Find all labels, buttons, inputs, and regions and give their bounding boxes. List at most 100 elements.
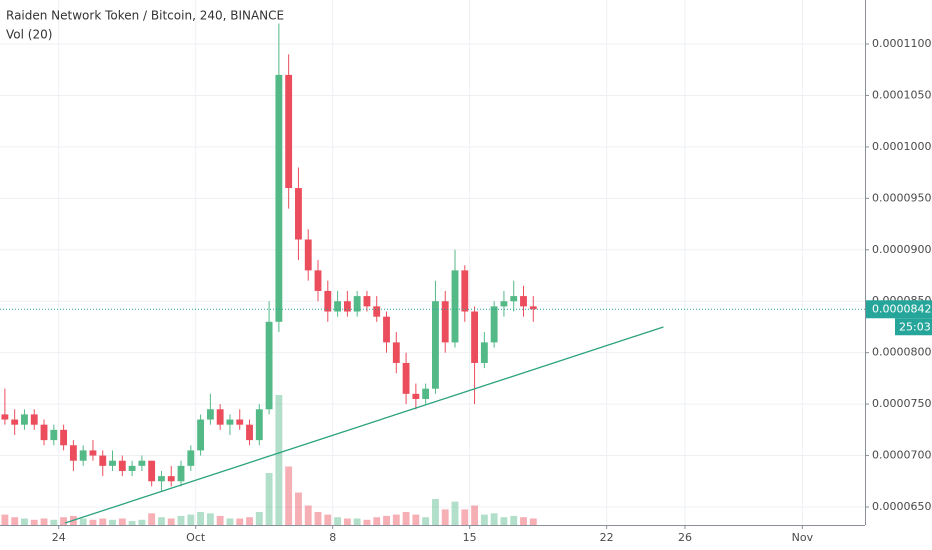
trendline <box>64 326 664 524</box>
candle-body <box>40 424 48 441</box>
last-price-box <box>866 300 932 319</box>
volume-bar <box>216 515 224 525</box>
candle-body <box>187 450 195 466</box>
volume-bar <box>363 519 371 525</box>
candle-body <box>118 460 126 471</box>
y-tick-label: 0.00007500 <box>872 397 932 410</box>
x-tick-label: 22 <box>600 531 614 544</box>
volume-bar <box>206 513 214 525</box>
volume-bar <box>500 517 508 525</box>
candle-body <box>197 419 205 451</box>
volume-bar <box>99 518 107 525</box>
volume-bar <box>471 505 479 525</box>
volume-bar <box>461 509 469 525</box>
volume-bar <box>324 514 332 525</box>
volume-bar <box>21 518 28 525</box>
volume-bar <box>187 514 195 525</box>
volume-bar <box>441 509 449 525</box>
candle-body <box>343 301 351 312</box>
candle-body <box>216 409 224 425</box>
candle-body <box>11 419 19 425</box>
volume-bar <box>148 513 156 525</box>
candle-body <box>21 414 28 425</box>
x-tick-label: 15 <box>463 531 477 544</box>
candle-body <box>285 74 293 189</box>
candle-body <box>89 450 97 456</box>
candle-body <box>167 476 175 482</box>
candle-body <box>383 316 390 343</box>
candle-body <box>275 74 283 322</box>
volume-bar <box>128 521 136 525</box>
candle-body <box>50 429 58 441</box>
y-tick-label: 0.00011000 <box>872 37 932 50</box>
volume-bar <box>373 517 381 525</box>
volume-bar <box>226 518 234 525</box>
candle-body <box>99 455 107 466</box>
volume-bar <box>118 518 126 525</box>
candle-body <box>363 296 371 307</box>
volume-bar <box>158 517 165 525</box>
volume-bar <box>412 514 420 525</box>
volume-bar <box>402 512 410 525</box>
volume-bar <box>304 505 312 525</box>
candle-body <box>158 476 165 482</box>
candle-body <box>226 419 234 425</box>
volume-bar <box>40 518 48 525</box>
candle-body <box>236 419 244 425</box>
y-tick-label: 0.00007000 <box>872 449 932 462</box>
grid <box>0 0 865 525</box>
candle-body <box>60 429 68 446</box>
volume-bar <box>480 514 488 525</box>
y-tick-label: 0.00006500 <box>872 500 932 513</box>
y-tick-label: 0.00010000 <box>872 140 932 153</box>
x-tick-label: 8 <box>329 531 336 544</box>
volume-bar <box>529 518 537 525</box>
labels: 0.00006500 0.00007000 0.00007500 0.00008000… <box>52 37 932 544</box>
volume-bar <box>520 517 527 525</box>
candle-body <box>373 306 381 317</box>
candle-body <box>353 296 361 312</box>
volume-bar <box>265 473 273 525</box>
volume-bar <box>383 515 390 525</box>
volume-bar <box>343 518 351 525</box>
candle-body <box>265 321 273 410</box>
candle-body <box>529 306 537 310</box>
volume-bar <box>236 518 244 525</box>
volume-bar <box>177 515 185 525</box>
volume-bar <box>353 518 361 525</box>
candle-body <box>148 460 156 482</box>
volume-bar <box>89 519 97 525</box>
candle-body <box>412 393 420 399</box>
candle-body <box>432 301 439 389</box>
volume-bar <box>275 395 283 525</box>
volume-bar <box>79 518 87 525</box>
candle-body <box>500 301 508 307</box>
candle-body <box>109 460 116 466</box>
volume-bar <box>314 512 322 525</box>
countdown-label: 25:03 <box>899 320 931 333</box>
y-tick-label: 0.00010500 <box>872 88 932 101</box>
volume-bar <box>109 519 116 525</box>
volume-bar <box>11 517 19 525</box>
candle-body <box>30 414 38 425</box>
candle-body <box>392 342 400 363</box>
volume-bar <box>334 517 342 525</box>
volume-bar <box>197 512 205 525</box>
volume-bar <box>138 519 146 525</box>
candle-body <box>206 409 214 420</box>
volume-bar <box>392 514 400 525</box>
candle-body <box>480 342 488 363</box>
candle-body <box>79 450 87 461</box>
volume-bar <box>246 517 253 525</box>
volume-bar <box>1 514 9 525</box>
candle-body <box>334 301 342 312</box>
candle-body <box>520 296 527 307</box>
x-tick-label: Oct <box>186 531 206 544</box>
candle-body <box>246 424 253 441</box>
volume-bar <box>422 517 430 525</box>
x-tick-label: Nov <box>792 531 814 544</box>
last-price-label: 0.00008422 <box>872 302 932 315</box>
candle-body <box>295 188 302 240</box>
candle-body <box>314 270 322 291</box>
